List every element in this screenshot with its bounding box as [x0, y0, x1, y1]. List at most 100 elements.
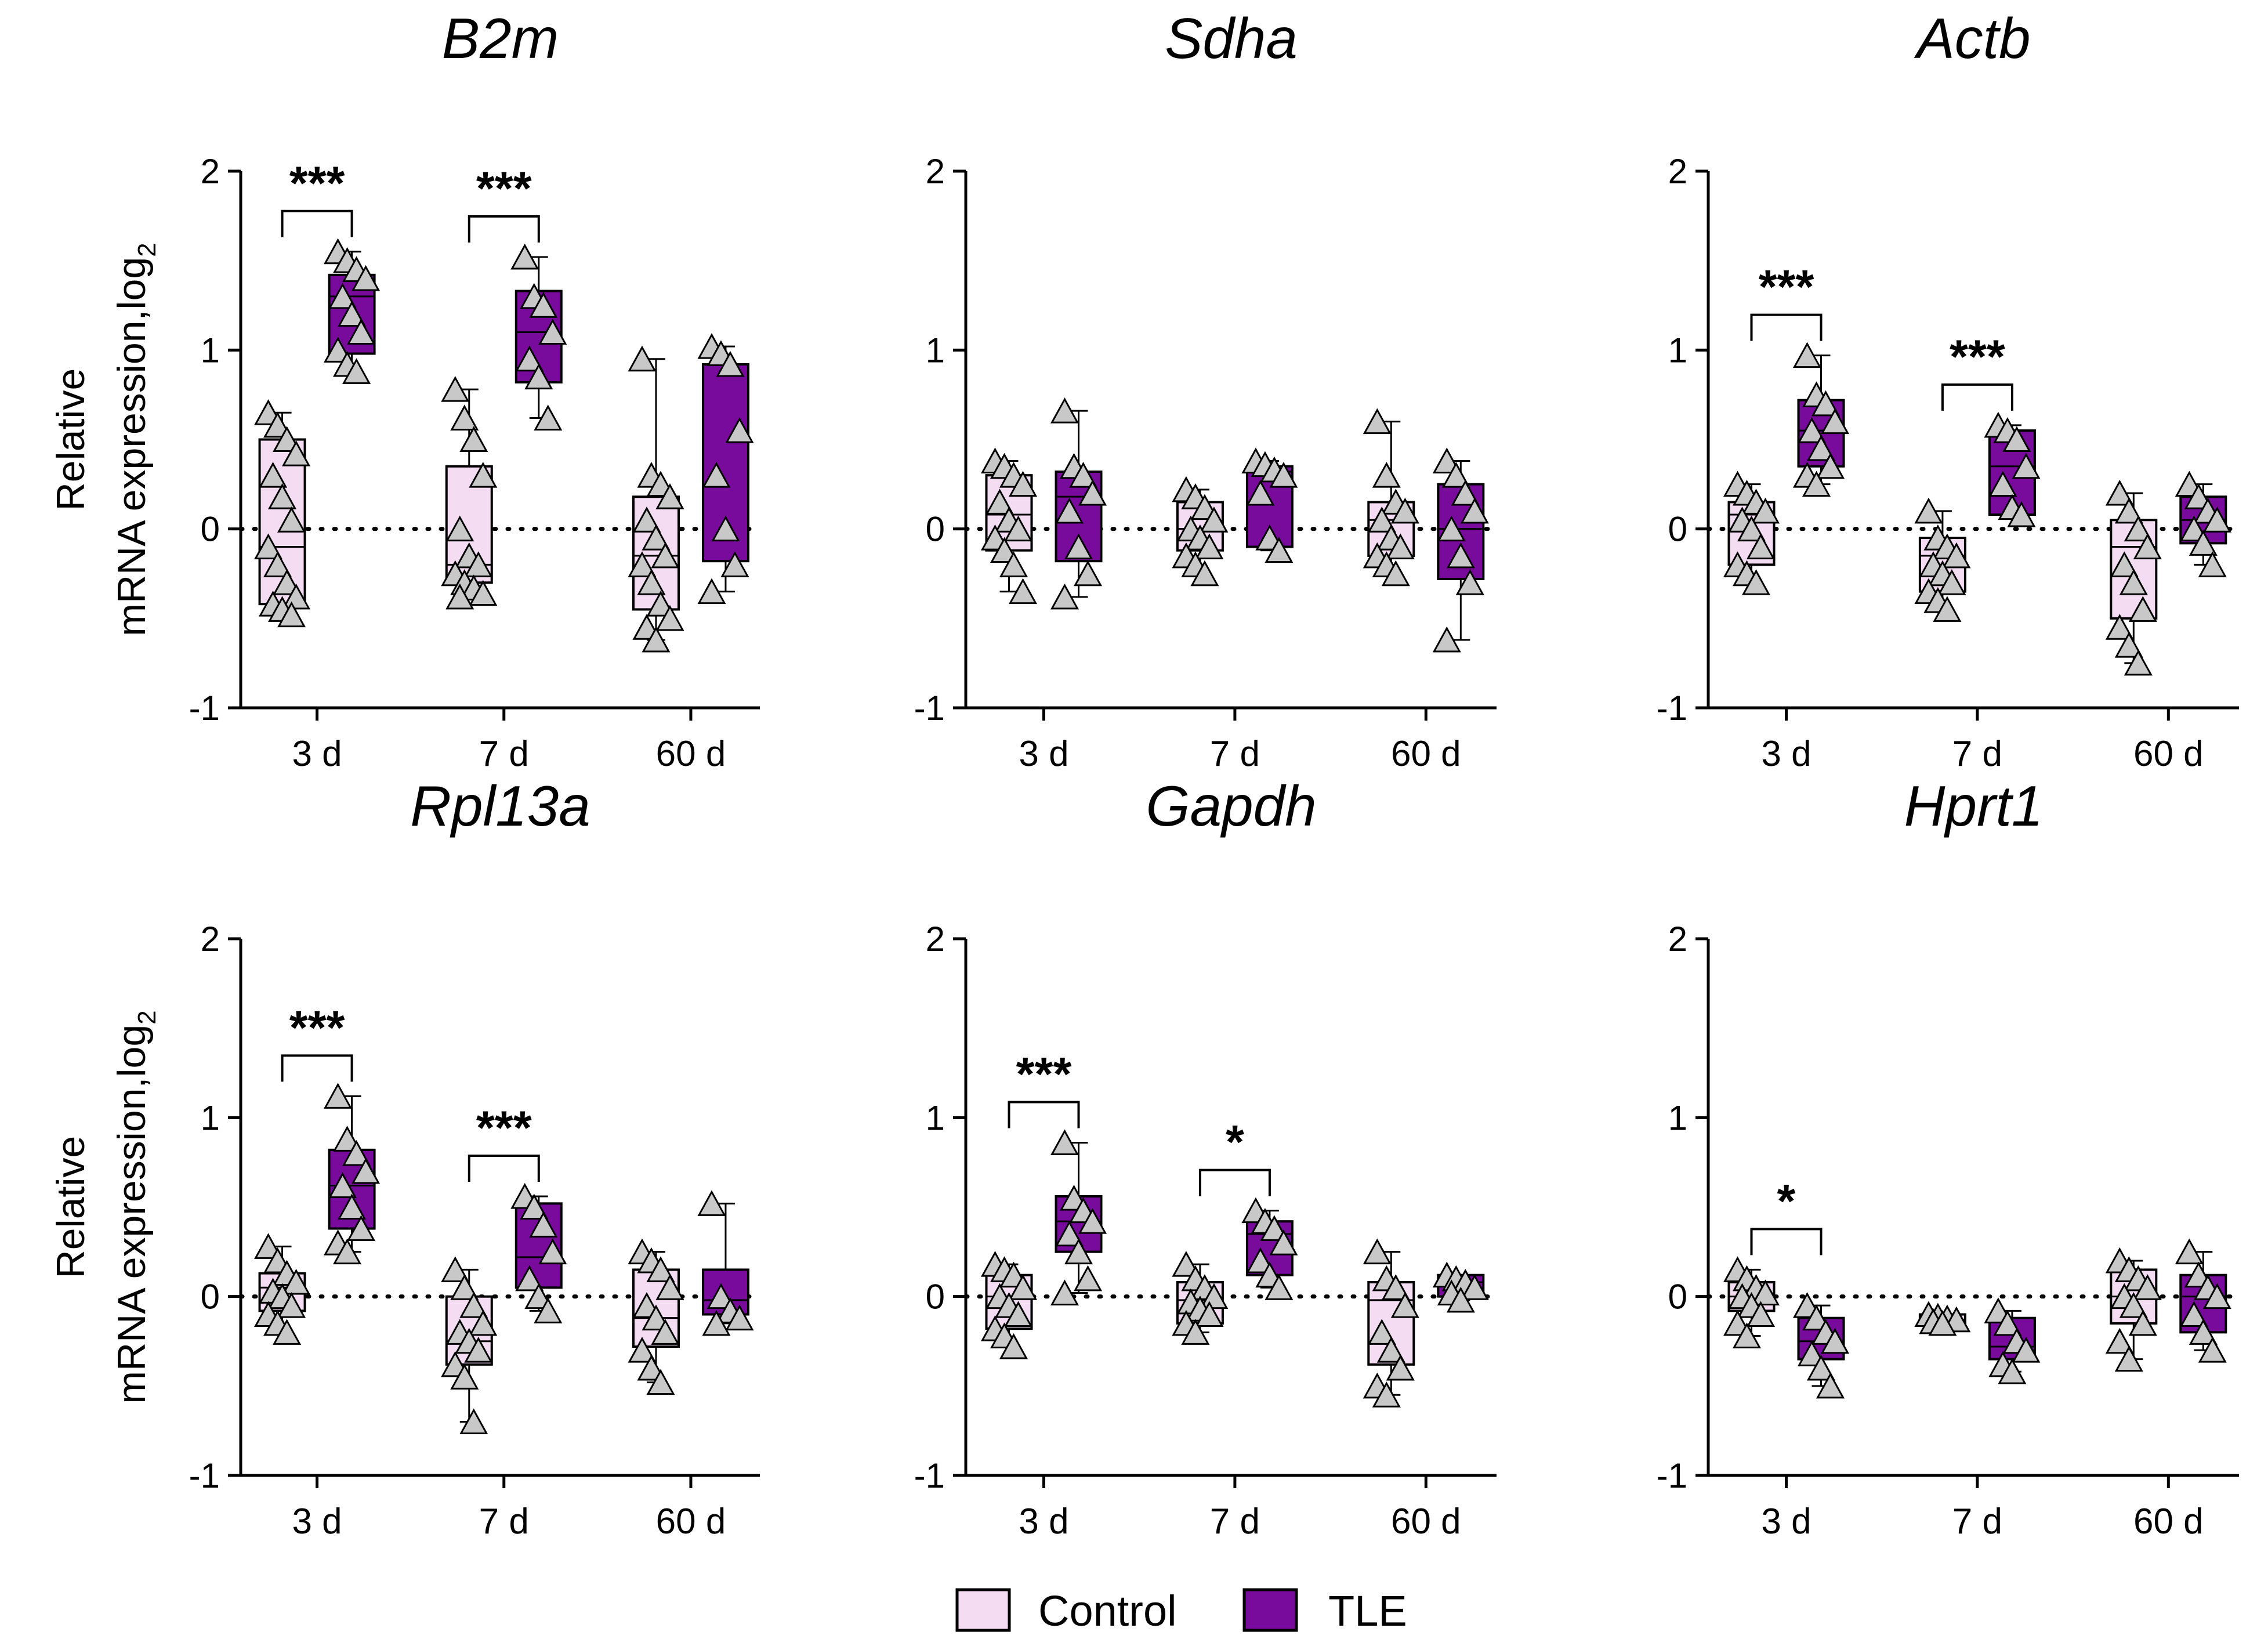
significance-bracket — [281, 1054, 353, 1082]
box-control-1 — [441, 376, 498, 610]
data-point — [1372, 462, 1401, 488]
data-point — [1265, 537, 1294, 563]
data-point — [1446, 1286, 1475, 1313]
y-tick-label: 1 — [1668, 1098, 1687, 1137]
box-tle-1 — [510, 243, 567, 431]
data-point — [1003, 515, 1033, 542]
y-axis-label-subscript: 2 — [133, 243, 161, 256]
y-tick-label: 2 — [1668, 152, 1687, 191]
x-tick-label: 60 d — [2133, 734, 2204, 774]
y-axis-label-subscript: 2 — [133, 1010, 161, 1024]
data-point — [450, 1274, 479, 1300]
data-point — [1751, 497, 1780, 524]
data-point — [1265, 1274, 1294, 1300]
data-point — [1441, 462, 1470, 488]
data-point — [1064, 533, 1093, 559]
data-point — [725, 1304, 754, 1331]
significance-1: * — [1198, 1116, 1271, 1196]
x-tick-label: 3 d — [1761, 734, 1811, 774]
significance-label: * — [1777, 1175, 1796, 1228]
data-point — [2179, 1301, 2208, 1327]
data-point — [637, 1354, 666, 1381]
data-point — [338, 1193, 367, 1220]
data-point — [1050, 1279, 1079, 1305]
significance-label: * — [1226, 1116, 1244, 1169]
legend-swatch-control — [955, 1588, 1011, 1632]
panel-title: Rpl13a — [410, 774, 590, 838]
data-point — [1737, 515, 1766, 542]
data-point — [1055, 497, 1084, 524]
box-control-0 — [980, 1251, 1038, 1359]
panel-title: B2m — [442, 6, 559, 70]
y-tick-label: 1 — [201, 331, 220, 370]
box-tle-2 — [697, 333, 754, 605]
data-point — [469, 462, 498, 488]
data-point — [469, 1309, 498, 1336]
panel-rpl13a: Rpl13a -1 0 1 2 3 d 7 d 60 d Relative mRNA expres… — [49, 774, 762, 1542]
data-point — [1381, 1274, 1410, 1300]
x-tick-label: 3 d — [1019, 1502, 1068, 1542]
data-point — [1269, 1229, 1298, 1256]
data-point — [2110, 551, 2139, 577]
data-point — [1988, 471, 2017, 497]
box-tle-1 — [1984, 1297, 2041, 1384]
data-point — [1751, 1279, 1780, 1305]
box-tle-2 — [2175, 1238, 2231, 1363]
significance-bracket — [281, 209, 353, 237]
data-point — [441, 376, 470, 402]
y-axis-label-text: mRNA expression,log — [110, 257, 154, 636]
data-point — [1460, 497, 1489, 524]
box-tle-1 — [1984, 411, 2041, 527]
data-point — [282, 583, 311, 610]
data-point — [1797, 417, 1827, 443]
data-point — [1937, 569, 1966, 595]
significance-label: *** — [1950, 331, 2005, 384]
data-point — [1246, 479, 1275, 506]
significance-bracket — [1198, 1169, 1271, 1196]
data-point — [2002, 426, 2031, 452]
significance-bracket — [468, 1155, 540, 1182]
data-point — [1073, 1265, 1103, 1292]
data-point — [445, 515, 474, 542]
data-point — [324, 337, 353, 363]
data-point — [1811, 390, 1841, 417]
box-control-1 — [1914, 497, 1971, 622]
data-point — [655, 1274, 684, 1300]
data-point — [1181, 1319, 1210, 1345]
data-point — [1376, 1337, 1405, 1363]
box-control-2 — [1363, 408, 1419, 587]
significance-label: *** — [1759, 261, 1814, 314]
data-point — [1372, 1381, 1401, 1408]
data-point — [273, 569, 302, 595]
data-point — [459, 1292, 488, 1318]
data-point — [2198, 1337, 2227, 1363]
data-point — [697, 578, 726, 605]
data-point — [637, 569, 666, 595]
data-point — [2198, 551, 2227, 577]
data-point — [985, 489, 1015, 515]
y-tick-label: 0 — [1668, 510, 1687, 549]
box-tle-0 — [1792, 1292, 1850, 1399]
data-point — [2133, 533, 2162, 559]
data-point — [263, 551, 292, 577]
data-point — [1008, 1274, 1038, 1300]
data-point — [273, 426, 302, 452]
data-point — [2175, 1238, 2204, 1265]
data-point — [725, 417, 754, 443]
y-axis-label-text: mRNA expression,log — [110, 1025, 154, 1404]
box-control-1 — [1172, 476, 1229, 587]
data-point — [990, 537, 1019, 563]
data-point — [1455, 569, 1484, 595]
data-point — [2124, 515, 2153, 542]
data-point — [2114, 497, 2143, 524]
panel-title: Gapdh — [1146, 774, 1316, 838]
data-point — [1363, 1238, 1392, 1265]
data-point — [1820, 1327, 1850, 1354]
data-point — [538, 1238, 567, 1265]
data-point — [697, 1190, 726, 1216]
significance-bracket — [1750, 1228, 1823, 1256]
box-control-2 — [2105, 1247, 2162, 1372]
data-point — [352, 1157, 381, 1184]
y-tick-label: -1 — [1657, 689, 1687, 728]
data-point — [1451, 479, 1480, 506]
